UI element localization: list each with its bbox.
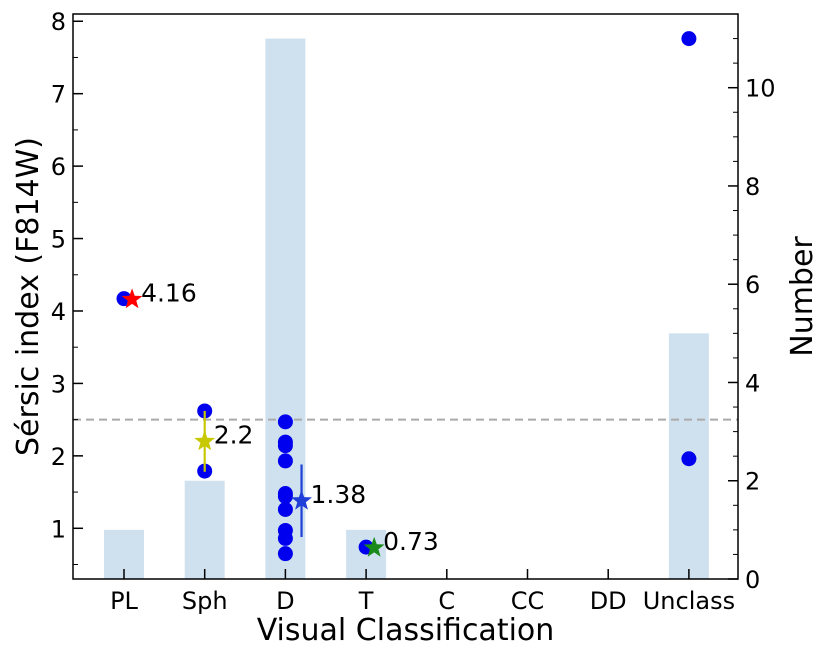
star-T (363, 536, 385, 557)
x-axis-ticks: PL Sph D T C CC DD Unclass (110, 569, 735, 615)
point-Unclass (681, 31, 697, 47)
point-D (277, 546, 293, 562)
star-label-T: 0.73 (383, 527, 439, 556)
left-tick-label: 3 (51, 370, 66, 398)
right-tick-label: 4 (745, 369, 760, 397)
y2-axis-title: Number (785, 236, 820, 357)
scatter-layer (116, 31, 697, 562)
x-tick-label: C (438, 587, 455, 615)
right-tick-label: 6 (745, 271, 760, 299)
x-tick-label: PL (110, 587, 138, 615)
left-tick-label: 1 (51, 515, 66, 543)
plot-frame (72, 13, 739, 580)
x-axis-title: Visual Classification (257, 613, 555, 648)
star-Sph (194, 430, 216, 451)
point-D (277, 488, 293, 504)
point-Unclass (681, 451, 697, 467)
left-tick-label: 6 (51, 153, 66, 181)
left-tick-label: 5 (51, 226, 66, 254)
left-tick-label: 8 (51, 8, 66, 36)
x-tick-label: T (358, 587, 374, 615)
x-tick-label: Sph (182, 587, 228, 615)
star-layer: 4.16 2.2 1.38 0.73 (121, 278, 439, 557)
x-tick-label: DD (590, 587, 627, 615)
right-tick-label: 8 (745, 173, 760, 201)
x-tick-label: D (276, 587, 294, 615)
left-axis-ticks: 1 2 3 4 5 6 7 8 (51, 8, 83, 566)
x-tick-label: CC (511, 587, 545, 615)
y-axis-title: Sérsic index (F814W) (11, 137, 46, 456)
point-D (277, 501, 293, 517)
x-tick-label: Unclass (643, 587, 735, 615)
right-tick-label: 0 (745, 566, 760, 594)
point-D (277, 414, 293, 430)
star-label-Sph: 2.2 (214, 420, 254, 449)
left-tick-label: 4 (51, 298, 66, 326)
star-label-D: 1.38 (311, 480, 367, 509)
point-D (277, 530, 293, 546)
point-D (277, 453, 293, 469)
star-PL (121, 288, 143, 309)
right-tick-label: 10 (745, 75, 776, 103)
point-D (277, 438, 293, 454)
bar-Sph (184, 480, 225, 579)
star-D (291, 489, 312, 510)
left-tick-label: 7 (51, 81, 66, 109)
bar-layer (104, 38, 709, 580)
right-axis-ticks: 0 2 4 6 8 10 (728, 13, 776, 594)
right-tick-label: 2 (745, 468, 760, 496)
star-label-PL: 4.16 (141, 278, 197, 307)
left-tick-label: 2 (51, 443, 66, 471)
